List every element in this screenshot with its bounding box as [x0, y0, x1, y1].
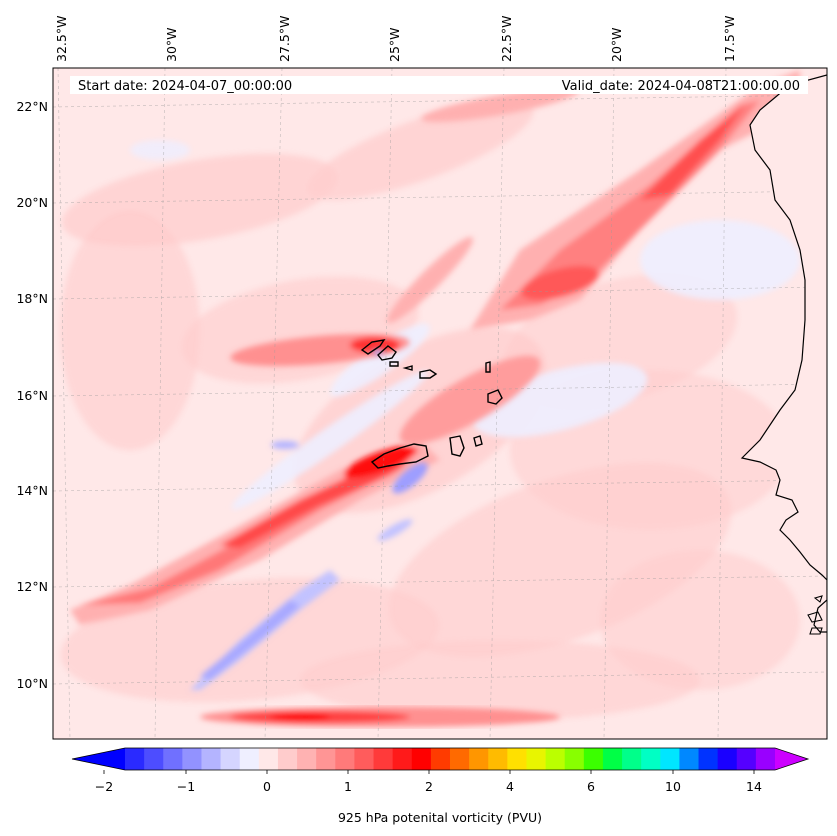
lat-label: 22°N: [16, 99, 48, 114]
lat-label: 12°N: [16, 579, 48, 594]
colorbar-cell: [392, 748, 413, 770]
colorbar-cell: [182, 748, 203, 770]
colorbar-cell: [545, 748, 566, 770]
colorbar-cell: [526, 748, 547, 770]
colorbar-cell: [258, 748, 279, 770]
lon-label: 32.5°W: [54, 16, 69, 62]
colorbar-cells: [125, 748, 776, 770]
cape-verde-islands: [360, 339, 503, 469]
lat-label: 10°N: [16, 676, 48, 691]
colorbar-cell: [469, 748, 489, 770]
colorbar-tick-label: 4: [506, 779, 514, 794]
lat-label: 18°N: [16, 291, 48, 306]
lat-label: 20°N: [16, 195, 48, 210]
colorbar-cell: [411, 748, 432, 770]
colorbar-tick-labels: −2 −1 0 1 2 4 6 10 14: [95, 779, 762, 794]
africa-coastline: [740, 74, 827, 633]
lat-label: 16°N: [16, 388, 48, 403]
colorbar-cell: [622, 748, 642, 770]
colorbar-cell: [679, 748, 700, 770]
start-date-label: Start date: 2024-04-07_00:00:00: [78, 79, 292, 94]
colorbar-extend-max: [775, 748, 808, 770]
colorbar-tick-label: −2: [95, 779, 113, 794]
lat-label: 14°N: [16, 483, 48, 498]
lon-label: 27.5°W: [277, 16, 292, 62]
info-strip: [70, 76, 808, 94]
colorbar-cell: [220, 748, 241, 770]
valid-date-label: Valid_date: 2024-04-08T21:00:00.00: [562, 79, 800, 94]
colorbar-cell: [125, 748, 145, 770]
colorbar-cell: [717, 748, 738, 770]
colorbar-tick-label: −1: [177, 779, 195, 794]
latitude-labels: 22°N 20°N 18°N 16°N 14°N 12°N 10°N: [16, 99, 48, 691]
graticule: [53, 68, 827, 739]
colorbar-cell: [239, 748, 260, 770]
colorbar-cell: [163, 748, 183, 770]
colorbar-tick-label: 14: [746, 779, 762, 794]
pv-band-north: [421, 70, 800, 330]
colorbar-label: 925 hPa potenital vorticity (PVU): [338, 810, 542, 825]
colorbar-extend-min: [72, 748, 125, 770]
colorbar-ticks: [103, 770, 755, 774]
map-panel: Start date: 2024-04-07_00:00:00 Valid_da…: [53, 68, 827, 739]
colorbar-tick-label: 1: [344, 779, 352, 794]
colorbar-tick-label: 10: [665, 779, 681, 794]
colorbar-cell: [564, 748, 585, 770]
colorbar-cell: [335, 748, 356, 770]
longitude-labels: 32.5°W 30°W 27.5°W 25°W 22.5°W 20°W 17.5…: [54, 16, 737, 62]
lon-label: 25°W: [387, 27, 402, 62]
colorbar-cell: [641, 748, 661, 770]
colorbar-cell: [144, 748, 164, 770]
lon-label: 22.5°W: [499, 16, 514, 62]
colorbar-cell: [755, 748, 776, 770]
lon-label: 30°W: [164, 27, 179, 62]
colorbar-outline: [71, 747, 810, 771]
lon-label: 17.5°W: [722, 16, 737, 62]
colorbar: −2 −1 0 1 2 4 6 10 14 925 hPa potenital …: [71, 747, 810, 825]
coast-islands: [807, 595, 823, 635]
colorbar-cell: [354, 748, 375, 770]
pv-negative-streaks: [190, 349, 428, 690]
map-frame: [52, 67, 828, 740]
colorbar-cell: [430, 748, 451, 770]
colorbar-cell: [698, 748, 719, 770]
colorbar-cell: [316, 748, 336, 770]
colorbar-cell: [736, 748, 757, 770]
colorbar-cell: [373, 748, 394, 770]
pv-band-islands: [230, 236, 541, 445]
colorbar-cell: [488, 748, 508, 770]
colorbar-cell: [277, 748, 298, 770]
lon-label: 20°W: [609, 27, 624, 62]
colorbar-cell: [602, 748, 623, 770]
colorbar-cell: [297, 748, 317, 770]
pv-band-south: [200, 707, 560, 727]
colorbar-cell: [583, 748, 604, 770]
colorbar-tick-label: 2: [425, 779, 433, 794]
pv-field-negative: [130, 140, 800, 510]
colorbar-cell: [450, 748, 470, 770]
colorbar-cell: [660, 748, 681, 770]
colorbar-cell: [507, 748, 528, 770]
colorbar-tick-label: 0: [263, 779, 271, 794]
colorbar-tick-label: 6: [587, 779, 595, 794]
colorbar-cell: [201, 748, 222, 770]
